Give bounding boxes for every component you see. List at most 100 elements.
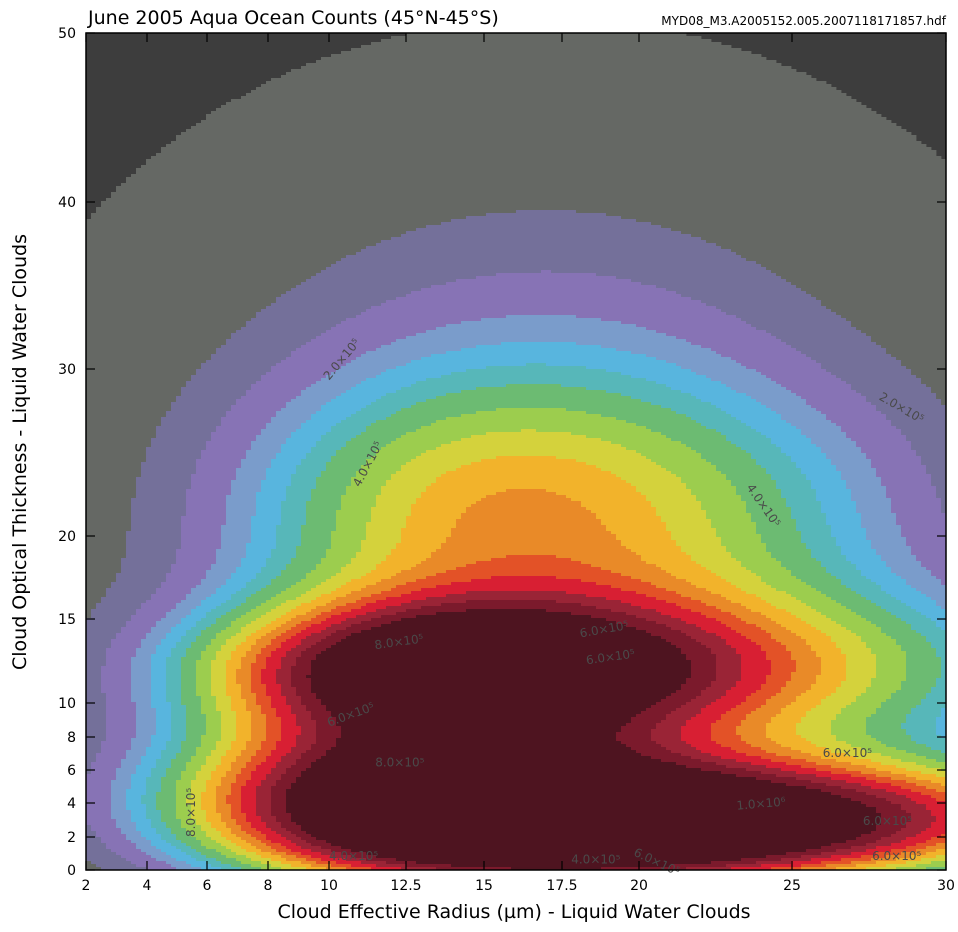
contour-cell bbox=[171, 579, 177, 583]
contour-cell bbox=[111, 819, 117, 823]
contour-cell bbox=[156, 450, 162, 454]
contour-cell bbox=[156, 846, 162, 850]
contour-cell bbox=[171, 339, 177, 343]
contour-cell bbox=[86, 372, 92, 376]
contour-cell bbox=[111, 333, 117, 337]
contour-cell bbox=[126, 543, 132, 547]
contour-cell bbox=[131, 414, 137, 418]
contour-cell bbox=[106, 663, 112, 667]
contour-cell bbox=[86, 837, 92, 841]
contour-cell bbox=[191, 405, 197, 409]
contour-cell bbox=[186, 456, 192, 460]
contour-cell bbox=[181, 798, 187, 802]
contour-cell bbox=[101, 309, 107, 313]
contour-cell bbox=[176, 357, 182, 361]
contour-cell bbox=[141, 825, 147, 829]
contour-cell bbox=[141, 753, 147, 757]
contour-cell bbox=[181, 846, 187, 850]
contour-cell bbox=[161, 336, 167, 340]
contour-cell bbox=[131, 216, 137, 220]
contour-cell bbox=[171, 762, 177, 766]
contour-cell bbox=[111, 582, 117, 586]
contour-cell bbox=[116, 399, 122, 403]
contour-cell bbox=[151, 573, 157, 577]
contour-cell bbox=[136, 855, 142, 859]
contour-cell bbox=[101, 255, 107, 259]
contour-cell bbox=[116, 453, 122, 457]
contour-cell bbox=[86, 324, 92, 328]
contour-cell bbox=[176, 426, 182, 430]
contour-cell bbox=[176, 627, 182, 631]
contour-cell bbox=[121, 675, 127, 679]
contour-cell bbox=[161, 714, 167, 718]
contour-cell bbox=[171, 381, 177, 385]
contour-cell bbox=[161, 351, 167, 355]
contour-cell bbox=[166, 276, 172, 280]
contour-cell bbox=[161, 171, 167, 175]
contour-cell bbox=[176, 783, 182, 787]
contour-cell bbox=[146, 195, 152, 199]
contour-cell bbox=[156, 444, 162, 448]
contour-cell bbox=[156, 747, 162, 751]
contour-cell bbox=[126, 774, 132, 778]
contour-cell bbox=[96, 609, 102, 613]
contour-cell bbox=[176, 666, 182, 670]
contour-cell bbox=[116, 630, 122, 634]
contour-cell bbox=[166, 549, 172, 553]
contour-cell bbox=[116, 201, 122, 205]
contour-cell bbox=[186, 201, 192, 205]
contour-cell bbox=[156, 198, 162, 202]
contour-cell bbox=[116, 192, 122, 196]
contour-cell bbox=[96, 867, 102, 871]
contour-cell bbox=[126, 339, 132, 343]
contour-cell bbox=[146, 597, 152, 601]
contour-cell bbox=[86, 495, 92, 499]
contour-cell bbox=[141, 321, 147, 325]
contour-cell bbox=[86, 648, 92, 652]
contour-cell bbox=[181, 726, 187, 730]
contour-cell bbox=[96, 213, 102, 217]
contour-cell bbox=[166, 786, 172, 790]
contour-cell bbox=[111, 720, 117, 724]
contour-cell bbox=[106, 456, 112, 460]
contour-cell bbox=[136, 297, 142, 301]
contour-cell bbox=[136, 360, 142, 364]
contour-cell bbox=[176, 543, 182, 547]
contour-cell bbox=[131, 855, 137, 859]
contour-cell bbox=[136, 726, 142, 730]
contour-cell bbox=[171, 186, 177, 190]
contour-cell bbox=[166, 219, 172, 223]
contour-cell bbox=[136, 201, 142, 205]
contour-cell bbox=[161, 474, 167, 478]
contour-cell bbox=[96, 321, 102, 325]
contour-cell bbox=[166, 345, 172, 349]
contour-cell bbox=[181, 849, 187, 853]
contour-cell bbox=[176, 231, 182, 235]
contour-cell bbox=[186, 492, 192, 496]
contour-cell bbox=[136, 579, 142, 583]
contour-cell bbox=[126, 468, 132, 472]
contour-cell bbox=[181, 678, 187, 682]
contour-cell bbox=[166, 252, 172, 256]
contour-cell bbox=[126, 687, 132, 691]
contour-cell bbox=[166, 597, 172, 601]
contour-cell bbox=[91, 300, 97, 304]
contour-cell bbox=[161, 387, 167, 391]
contour-cell bbox=[181, 324, 187, 328]
contour-cell bbox=[86, 699, 92, 703]
contour-cell bbox=[91, 492, 97, 496]
contour-cell bbox=[156, 441, 162, 445]
contour-cell bbox=[166, 336, 172, 340]
contour-cell bbox=[161, 549, 167, 553]
contour-cell bbox=[181, 756, 187, 760]
contour-cell bbox=[131, 387, 137, 391]
contour-cell bbox=[161, 417, 167, 421]
contour-cell bbox=[141, 378, 147, 382]
contour-cell bbox=[86, 852, 92, 856]
contour-cell bbox=[161, 657, 167, 661]
contour-cell bbox=[181, 636, 187, 640]
contour-cell bbox=[131, 540, 137, 544]
contour-cell bbox=[161, 294, 167, 298]
contour-cell bbox=[86, 417, 92, 421]
contour-cell bbox=[191, 252, 197, 256]
